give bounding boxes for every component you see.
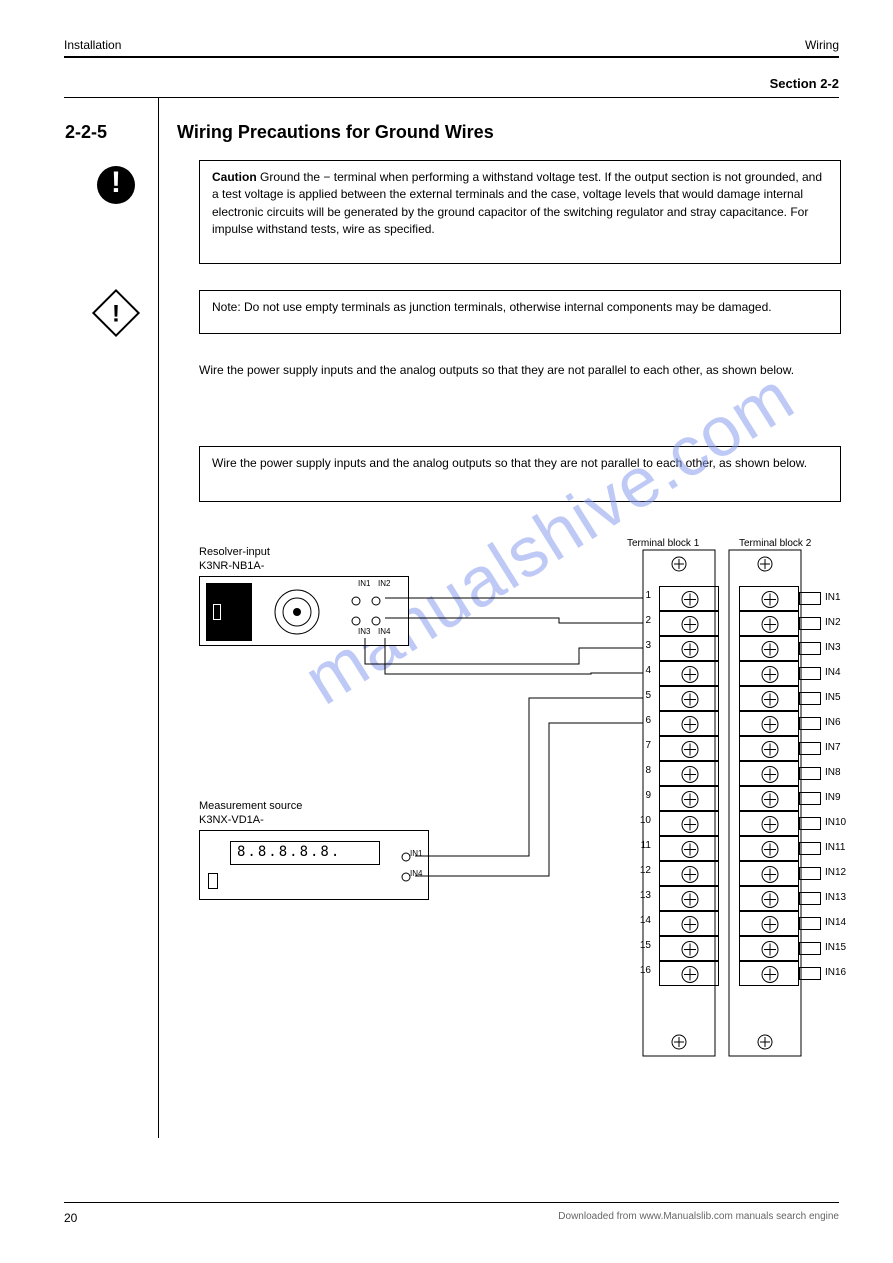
note-box: Note: Do not use empty terminals as junc… bbox=[199, 290, 841, 334]
note-icon: ! bbox=[92, 289, 140, 337]
section-number: 2-2-5 bbox=[65, 122, 107, 143]
figure-caption-text: Wire the power supply inputs and the ana… bbox=[212, 456, 807, 470]
caution-icon-wrap: ! bbox=[97, 166, 137, 204]
footer-rule bbox=[64, 1202, 839, 1203]
footer: 20 Downloaded from www.Manualslib.com ma… bbox=[64, 1211, 839, 1225]
body-paragraph: Wire the power supply inputs and the ana… bbox=[199, 362, 839, 379]
note-text: Note: Do not use empty terminals as junc… bbox=[212, 300, 772, 314]
subheader-text: Section 2-2 bbox=[770, 76, 839, 91]
caution-icon: ! bbox=[97, 166, 135, 204]
caution-lead: Caution bbox=[212, 170, 257, 184]
wiring-diagram: Resolver-input K3NR-NB1A- bbox=[199, 546, 839, 1106]
header-right: Wiring bbox=[805, 38, 839, 52]
subheader-row: Section 2-2 bbox=[64, 58, 839, 97]
section-title: Wiring Precautions for Ground Wires bbox=[177, 122, 494, 143]
note-icon-wrap: ! bbox=[97, 294, 137, 330]
header-left: Installation bbox=[64, 38, 121, 52]
body-area: 2-2-5 Wiring Precautions for Ground Wire… bbox=[158, 98, 839, 1138]
wiring-lines-icon bbox=[199, 546, 839, 1106]
running-header: Installation Wiring bbox=[64, 38, 839, 52]
caution-box: Caution Ground the − terminal when perfo… bbox=[199, 160, 841, 264]
footer-source: Downloaded from www.Manualslib.com manua… bbox=[558, 1211, 839, 1225]
page: Installation Wiring Section 2-2 2-2-5 Wi… bbox=[0, 0, 893, 1263]
page-number: 20 bbox=[64, 1211, 77, 1225]
figure-caption-box: Wire the power supply inputs and the ana… bbox=[199, 446, 841, 502]
note-icon-glyph: ! bbox=[112, 300, 120, 328]
caution-text: Ground the − terminal when performing a … bbox=[212, 170, 822, 236]
